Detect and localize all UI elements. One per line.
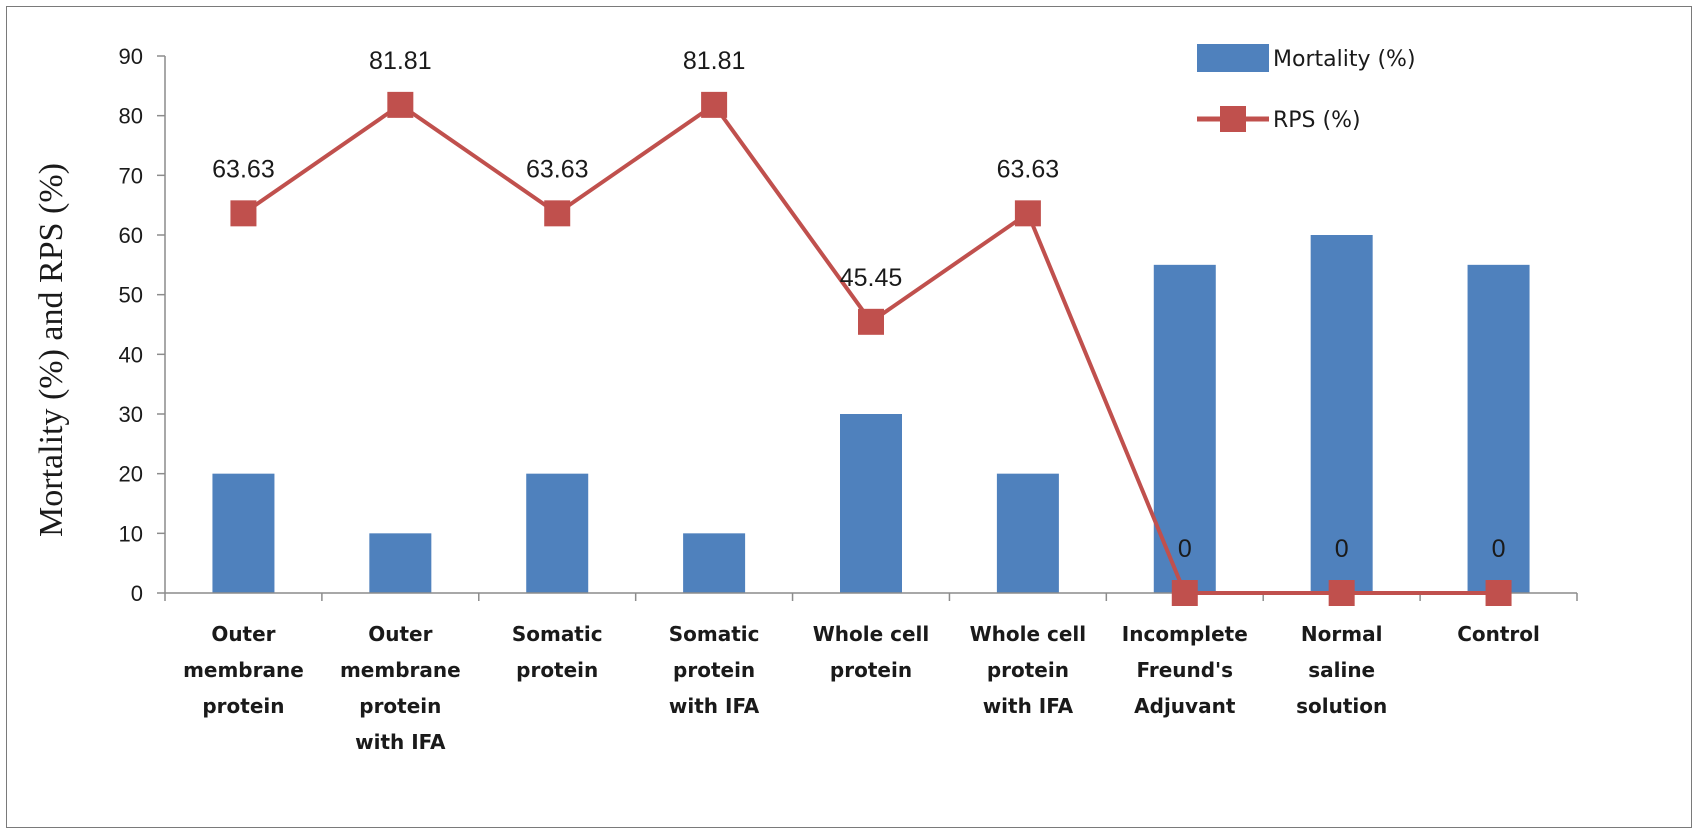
- rps-data-label-7: 0: [1178, 535, 1192, 563]
- legend-rps-label: RPS (%): [1273, 108, 1361, 133]
- mortality-bar-1: [212, 473, 275, 593]
- mortality-bar-6: [996, 473, 1059, 593]
- rps-marker-5: [858, 308, 884, 335]
- mortality-bar-2: [369, 533, 432, 593]
- x-category-labels: Outer membrane protein Outer membrane protein…: [183, 622, 1540, 754]
- x-category-label-9: Control: [1457, 622, 1540, 646]
- rps-marker-7: [1171, 580, 1198, 606]
- y-tick-label: 50: [119, 283, 143, 308]
- y-axis-title: Mortality (%) and RPS (%): [33, 163, 70, 537]
- x-category-label-6: Whole cell protein with IFA: [970, 622, 1087, 718]
- y-tick-label: 20: [119, 462, 143, 487]
- mortality-bars: [212, 235, 1530, 593]
- y-tick-labels: 0 10 20 30 40 50 60 70 80 90: [119, 44, 143, 606]
- rps-data-label-1: 63.63: [212, 155, 275, 183]
- legend-mortality-label: Mortality (%): [1273, 47, 1416, 72]
- x-category-label-7: Incomplete Freund's Adjuvant: [1122, 622, 1248, 718]
- y-tick-label: 60: [119, 223, 143, 248]
- rps-marker-2: [387, 91, 414, 118]
- y-tick-label: 10: [119, 521, 143, 546]
- rps-data-label-4: 81.81: [683, 47, 746, 75]
- legend: Mortality (%) RPS (%): [1197, 44, 1416, 133]
- rps-marker-3: [544, 200, 571, 227]
- rps-marker-6: [1014, 200, 1041, 227]
- legend-mortality-swatch: [1197, 44, 1269, 72]
- legend-rps-marker: [1220, 106, 1246, 132]
- x-category-label-1: Outer membrane protein: [183, 622, 304, 718]
- rps-data-labels: 63.63 81.81 63.63 81.81 45.45 63.63 0 0 0: [212, 47, 1505, 563]
- y-tick-label: 70: [119, 163, 143, 188]
- y-tick-label: 40: [119, 342, 143, 367]
- rps-marker-8: [1328, 580, 1355, 606]
- mortality-bar-8: [1310, 235, 1373, 593]
- y-tick-label: 0: [131, 581, 143, 606]
- y-tick-label: 30: [119, 402, 143, 427]
- rps-marker-9: [1485, 580, 1512, 606]
- rps-data-label-6: 63.63: [997, 155, 1060, 183]
- x-category-label-4: Somatic protein with IFA: [669, 622, 760, 718]
- mortality-bar-4: [683, 533, 746, 593]
- rps-data-label-9: 0: [1492, 535, 1506, 563]
- mortality-bar-3: [526, 473, 589, 593]
- rps-data-label-2: 81.81: [369, 47, 432, 75]
- mortality-bar-9: [1467, 264, 1530, 593]
- x-category-label-8: Normal saline solution: [1296, 622, 1387, 718]
- x-category-label-2: Outer membrane protein with IFA: [340, 622, 461, 754]
- rps-line-series: [230, 91, 1512, 606]
- rps-marker-4: [701, 91, 728, 118]
- rps-data-label-3: 63.63: [526, 155, 589, 183]
- y-tick-label: 80: [119, 104, 143, 129]
- rps-data-label-8: 0: [1335, 535, 1349, 563]
- mortality-bar-5: [840, 414, 902, 593]
- x-category-label-3: Somatic protein: [512, 622, 603, 682]
- rps-marker-1: [230, 200, 257, 227]
- y-tick-label: 90: [119, 44, 143, 69]
- rps-data-label-5: 45.45: [840, 264, 903, 292]
- x-category-label-5: Whole cell protein: [813, 622, 930, 682]
